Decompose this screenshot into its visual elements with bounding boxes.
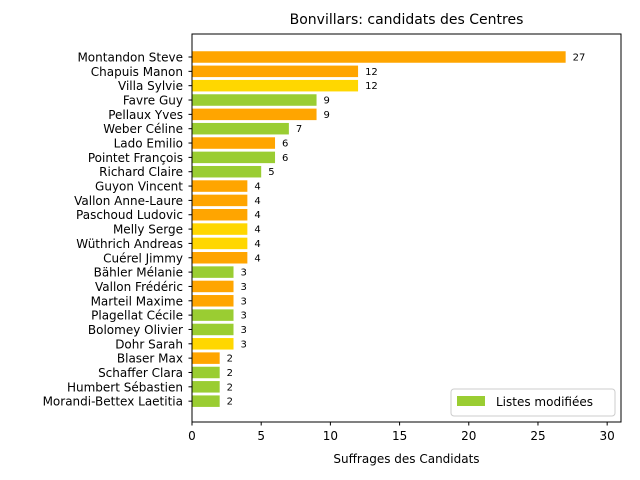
bar-value-label: 3 xyxy=(241,296,247,307)
bar-value-label: 2 xyxy=(227,354,233,365)
bar xyxy=(192,352,220,364)
y-tick-label: Pellaux Yves xyxy=(108,108,183,122)
axes-frame xyxy=(191,33,622,423)
bar xyxy=(192,323,234,336)
y-tick-label: Vallon Frédéric xyxy=(95,280,183,294)
y-tick-label: Marteil Maxime xyxy=(91,294,183,308)
legend-box xyxy=(450,388,616,417)
y-tick-label: Plagellat Cécile xyxy=(91,309,183,323)
y-tick-label: Villa Sylvie xyxy=(118,79,183,93)
x-tick-label: 15 xyxy=(392,429,407,443)
y-tick-label: Melly Serge xyxy=(113,223,183,237)
bar xyxy=(192,309,234,321)
bar xyxy=(192,165,262,178)
bar-value-label: 9 xyxy=(324,96,330,107)
y-tick-label: Pointet François xyxy=(88,151,183,165)
bar-value-label: 3 xyxy=(241,325,247,336)
bar-value-label: 4 xyxy=(254,225,260,236)
y-tick-label: Bolomey Olivier xyxy=(88,323,183,337)
x-tick-label: 20 xyxy=(461,429,476,443)
x-tick-label: 30 xyxy=(600,429,615,443)
y-tick-label: Weber Céline xyxy=(103,122,183,136)
bar xyxy=(192,381,220,393)
bar xyxy=(192,208,248,221)
x-tick-label: 5 xyxy=(257,429,265,443)
bar xyxy=(192,108,317,121)
y-tick-label: Paschoud Ludovic xyxy=(76,208,183,222)
x-tick-label: 25 xyxy=(530,429,545,443)
bar-value-label: 2 xyxy=(227,382,233,393)
bar xyxy=(192,79,359,92)
y-tick-label: Richard Claire xyxy=(99,165,183,179)
legend-label: Listes modifiées xyxy=(496,395,593,409)
bar-value-label: 4 xyxy=(254,239,260,250)
bar-value-label: 9 xyxy=(324,110,330,121)
bar xyxy=(192,237,248,250)
legend-swatch xyxy=(457,396,485,406)
y-tick-label: Blaser Max xyxy=(117,352,183,366)
y-tick-label: Vallon Anne-Laure xyxy=(74,194,183,208)
y-tick-label: Schaffer Clara xyxy=(98,366,183,380)
bar-value-label: 4 xyxy=(254,196,260,207)
bar xyxy=(192,395,220,407)
x-tick-label: 10 xyxy=(323,429,338,443)
bar-value-label: 4 xyxy=(254,253,260,264)
bar xyxy=(192,65,359,78)
bar-value-label: 5 xyxy=(268,167,274,178)
bar xyxy=(192,94,317,106)
bar xyxy=(192,366,220,379)
bar xyxy=(192,194,248,207)
bar-value-label: 2 xyxy=(227,368,233,379)
chart-title: Bonvillars: candidats des Centres xyxy=(290,12,524,28)
bar-value-label: 4 xyxy=(254,210,260,221)
y-tick-label: Wüthrich Andreas xyxy=(76,237,183,251)
y-tick-label: Favre Guy xyxy=(123,94,183,108)
y-tick-label: Lado Emilio xyxy=(114,137,183,151)
bar xyxy=(192,180,248,192)
y-tick-label: Bähler Mélanie xyxy=(94,266,183,280)
y-tick-label: Montandon Steve xyxy=(77,51,183,65)
bar-value-label: 12 xyxy=(365,81,378,92)
bar xyxy=(192,51,566,63)
bar-value-label: 3 xyxy=(241,339,247,350)
bar-value-label: 27 xyxy=(573,53,586,64)
x-tick-label: 0 xyxy=(188,429,196,443)
y-tick-label: Guyon Vincent xyxy=(95,180,183,194)
bar-value-label: 12 xyxy=(365,67,378,78)
x-axis: 0 5 10 15 20 25 30 xyxy=(188,422,615,443)
bar xyxy=(192,266,234,278)
bar xyxy=(192,252,248,264)
y-tick-label: Chapuis Manon xyxy=(91,65,183,79)
bar xyxy=(192,338,234,350)
y-tick-label: Cuérel Jimmy xyxy=(103,251,183,265)
y-tick-label: Dohr Sarah xyxy=(115,337,183,351)
bar-value-label: 4 xyxy=(254,182,260,193)
x-axis-label: Suffrages des Candidats xyxy=(333,452,479,466)
bar xyxy=(192,280,234,293)
legend: Listes modifiées xyxy=(450,388,616,417)
bar xyxy=(192,151,276,164)
y-tick-label: Morandi-Bettex Laetitia xyxy=(43,395,183,409)
bar-value-label: 6 xyxy=(282,139,288,150)
bar-value-label: 3 xyxy=(241,311,247,322)
bar xyxy=(192,122,289,135)
bar-value-label: 3 xyxy=(241,268,247,279)
bar-value-label: 2 xyxy=(227,397,233,408)
bar-value-label: 7 xyxy=(296,124,302,135)
bar xyxy=(192,295,234,307)
bar-value-label: 3 xyxy=(241,282,247,293)
y-tick-label: Humbert Sébastien xyxy=(67,380,183,394)
bar-value-label: 6 xyxy=(282,153,288,164)
bar xyxy=(192,223,248,235)
bar xyxy=(192,137,276,149)
